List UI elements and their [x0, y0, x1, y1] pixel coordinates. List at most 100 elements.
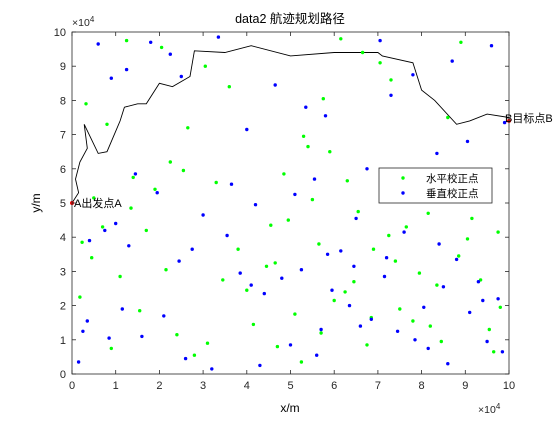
horizontal-point-57 — [299, 360, 304, 364]
horizontal-point-50 — [109, 346, 114, 351]
x-tick-label-4: 4 — [244, 380, 250, 392]
vertical-point-64 — [413, 338, 417, 342]
horizontal-point-20 — [328, 150, 332, 154]
vertical-point-57 — [500, 350, 505, 354]
vertical-point-5 — [179, 74, 183, 79]
y-multiplier: ×104 — [72, 15, 95, 29]
horizontal-point-53 — [192, 353, 197, 357]
horizontal-point-24 — [214, 180, 218, 185]
horizontal-point-74 — [181, 168, 186, 173]
horizontal-point-31 — [498, 305, 502, 309]
vertical-point-22 — [253, 203, 258, 207]
vertical-point-12 — [389, 93, 393, 98]
points-layer — [70, 35, 511, 371]
x-axis-label: x/m — [280, 401, 299, 415]
vertical-point-38 — [496, 297, 500, 301]
vertical-point-43 — [238, 271, 242, 275]
y-tick-label-0: 0 — [60, 369, 66, 381]
vertical-point-16 — [502, 120, 507, 125]
horizontal-point-71 — [356, 209, 360, 214]
start-point-label: A出发点A — [74, 196, 122, 210]
vertical-point-27 — [114, 221, 118, 226]
horizontal-point-45 — [393, 259, 398, 263]
vertical-point-41 — [319, 327, 323, 332]
horizontal-point-38 — [175, 333, 179, 337]
vertical-point-37 — [476, 280, 481, 284]
horizontal-point-39 — [205, 341, 210, 345]
horizontal-point-34 — [411, 319, 415, 323]
vertical-point-40 — [369, 317, 373, 321]
horizontal-point-6 — [339, 37, 343, 41]
vertical-point-1 — [109, 76, 114, 80]
horizontal-point-1 — [105, 122, 109, 127]
vertical-point-58 — [183, 356, 188, 361]
x-tick-label-7: 7 — [375, 380, 381, 392]
horizontal-point-62 — [417, 271, 422, 275]
vertical-point-70 — [225, 233, 229, 238]
horizontal-point-7 — [360, 50, 365, 55]
horizontal-point-67 — [153, 187, 157, 191]
legend-marker-vertical — [401, 191, 405, 195]
x-tick-label-2: 2 — [156, 380, 162, 392]
horizontal-point-33 — [352, 280, 356, 284]
vertical-point-69 — [177, 259, 181, 263]
horizontal-point-3 — [159, 45, 164, 50]
vertical-point-18 — [435, 151, 439, 156]
legend: 水平校正点 垂直校正点 — [378, 167, 493, 204]
vertical-point-10 — [323, 114, 328, 118]
vertical-point-45 — [162, 314, 166, 318]
horizontal-point-22 — [186, 126, 190, 130]
vertical-point-53 — [395, 329, 400, 333]
chart-title: data2 航迹规划路径 — [235, 11, 345, 26]
vertical-point-11 — [378, 38, 382, 43]
vertical-point-20 — [312, 177, 317, 181]
horizontal-point-21 — [227, 85, 231, 89]
vertical-point-29 — [87, 238, 92, 243]
x-tick-label-10: 10 — [503, 380, 515, 392]
route-line — [71, 45, 510, 204]
horizontal-point-16 — [269, 223, 273, 227]
vertical-point-31 — [339, 249, 343, 253]
vertical-point-49 — [107, 336, 111, 340]
horizontal-point-75 — [275, 344, 280, 349]
horizontal-point-36 — [78, 295, 82, 299]
vertical-point-39 — [422, 305, 426, 309]
horizontal-point-4 — [203, 64, 207, 68]
legend-label-vertical: 垂直校正点 — [426, 187, 479, 200]
y-tick-label-8: 8 — [60, 95, 66, 107]
vertical-point-60 — [258, 363, 262, 368]
vertical-point-28 — [103, 228, 107, 233]
horizontal-point-64 — [470, 216, 474, 221]
horizontal-point-54 — [221, 278, 225, 282]
vertical-point-3 — [149, 40, 153, 44]
vertical-point-68 — [127, 244, 131, 248]
vertical-point-21 — [293, 192, 297, 197]
horizontal-point-28 — [426, 211, 430, 215]
vertical-point-2 — [124, 67, 129, 72]
y-tick-label-1: 1 — [60, 335, 66, 347]
vertical-point-54 — [426, 346, 430, 351]
horizontal-point-76 — [428, 324, 432, 328]
y-tick-label-3: 3 — [60, 266, 66, 278]
vertical-point-55 — [468, 310, 472, 315]
vertical-point-52 — [347, 303, 352, 308]
legend-box — [378, 167, 493, 204]
vertical-point-8 — [273, 83, 277, 87]
x-tick-label-0: 0 — [69, 380, 75, 392]
vertical-point-34 — [402, 230, 406, 234]
horizontal-point-10 — [459, 40, 463, 44]
horizontal-point-66 — [100, 225, 105, 229]
horizontal-point-9 — [446, 115, 450, 120]
horizontal-point-46 — [435, 283, 439, 287]
vertical-point-36 — [454, 257, 459, 262]
vertical-point-65 — [446, 362, 450, 366]
y-tick-label-4: 4 — [60, 232, 66, 244]
vertical-point-7 — [245, 127, 249, 132]
vertical-point-23 — [229, 182, 234, 186]
horizontal-point-65 — [492, 350, 496, 354]
horizontal-point-42 — [293, 312, 297, 316]
y-axis-label: y/m — [29, 193, 43, 212]
x-multiplier: ×104 — [478, 402, 501, 416]
y-tick-label-6: 6 — [60, 164, 66, 176]
